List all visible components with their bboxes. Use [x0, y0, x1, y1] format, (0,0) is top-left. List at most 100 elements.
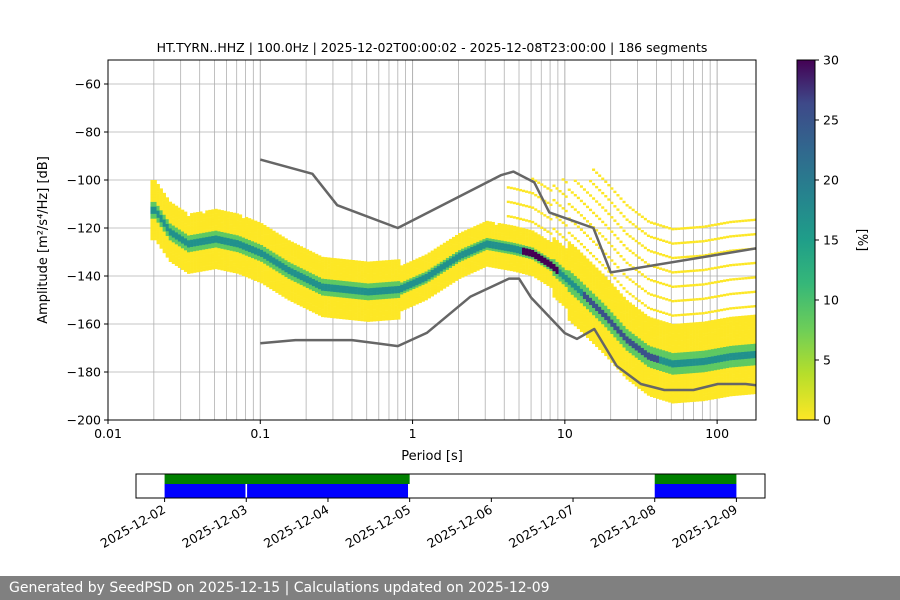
- psd-cell: [311, 281, 316, 284]
- psd-cell: [229, 252, 233, 256]
- psd-cell: [214, 223, 218, 226]
- psd-cell: [321, 288, 325, 291]
- psd-cell: [427, 290, 431, 294]
- psd-cell: [503, 228, 508, 232]
- psd-cell: [464, 242, 468, 245]
- psd-cell: [656, 369, 660, 373]
- psd-cell: [674, 395, 678, 399]
- psd-cell: [156, 198, 160, 202]
- psd-cell: [284, 245, 288, 249]
- psd-cell: [674, 378, 678, 382]
- psd-cell: [506, 253, 511, 257]
- psd-cell: [190, 222, 194, 226]
- psd-cell: [162, 207, 166, 210]
- psd-cell: [375, 260, 380, 264]
- psd-cell: [540, 277, 544, 280]
- psd-cell: [308, 277, 313, 280]
- psd-cell: [689, 365, 693, 369]
- psd-cell: [576, 314, 581, 318]
- psd-cell: [555, 259, 559, 262]
- psd-cell: [159, 229, 163, 232]
- psd-cell: [177, 222, 182, 225]
- psd-cell: [531, 192, 535, 195]
- psd-cell: [549, 277, 553, 281]
- psd-cell: [695, 358, 699, 361]
- psd-cell: [153, 206, 157, 210]
- psd-cell: [357, 291, 361, 295]
- psd-cell: [662, 376, 666, 380]
- psd-cell: [613, 291, 617, 295]
- psd-cell: [183, 250, 188, 253]
- psd-cell: [247, 273, 252, 277]
- psd-cell: [646, 378, 651, 382]
- psd-cell: [311, 271, 316, 275]
- psd-cell: [503, 252, 508, 256]
- psd-cell: [592, 269, 596, 273]
- psd-cell: [357, 270, 361, 273]
- psd-cell: [668, 330, 672, 333]
- psd-cell: [488, 230, 492, 234]
- psd-cell: [336, 277, 340, 281]
- psd-cell: [503, 231, 508, 235]
- psd-cell: [622, 351, 626, 355]
- psd-cell: [205, 239, 209, 242]
- psd-cell: [692, 298, 696, 301]
- psd-cell: [592, 338, 596, 342]
- psd-cell: [616, 302, 620, 305]
- psd-cell: [689, 358, 693, 362]
- psd-cell: [211, 226, 215, 229]
- psd-cell: [537, 251, 541, 254]
- psd-cell: [260, 227, 264, 231]
- psd-cell: [671, 335, 675, 339]
- psd-cell: [625, 304, 629, 308]
- psd-cell: [473, 242, 477, 246]
- psd-cell: [445, 262, 450, 266]
- psd-cell: [266, 250, 270, 254]
- psd-cell: [552, 254, 556, 257]
- psd-cell: [631, 350, 636, 353]
- psd-cell: [199, 252, 203, 255]
- psd-cell: [232, 243, 237, 247]
- psd-cell: [171, 261, 176, 264]
- psd-cell: [686, 373, 690, 376]
- psd-cell: [247, 261, 252, 265]
- psd-cell: [229, 219, 233, 222]
- psd-cell: [567, 315, 572, 319]
- psd-cell: [162, 224, 166, 227]
- psd-cell: [342, 273, 346, 277]
- psd-cell: [662, 282, 666, 286]
- psd-cell: [616, 350, 620, 353]
- psd-cell: [150, 208, 154, 212]
- psd-cell: [686, 327, 690, 331]
- psd-cell: [357, 282, 361, 285]
- psd-cell: [397, 278, 401, 282]
- psd-cell: [683, 325, 687, 329]
- psd-cell: [241, 239, 246, 243]
- psd-cell: [427, 274, 431, 277]
- psd-cell: [162, 216, 166, 220]
- psd-cell: [689, 392, 693, 395]
- psd-cell: [677, 335, 681, 339]
- psd-cell: [659, 325, 663, 328]
- psd-cell: [360, 270, 364, 274]
- psd-cell: [637, 338, 642, 341]
- psd-cell: [604, 278, 608, 282]
- psd-cell: [406, 267, 410, 271]
- psd-cell: [375, 296, 380, 300]
- psd-cell: [345, 297, 349, 301]
- psd-cell: [400, 308, 404, 312]
- psd-cell: [646, 277, 650, 281]
- psd-cell: [345, 290, 349, 294]
- psd-cell: [226, 261, 230, 265]
- psd-cell: [193, 243, 197, 247]
- psd-cell: [220, 214, 224, 218]
- psd-cell: [418, 273, 422, 277]
- psd-cell: [579, 242, 583, 246]
- psd-cell: [506, 234, 511, 237]
- psd-cell: [622, 320, 626, 324]
- psd-cell: [579, 300, 584, 304]
- psd-cell: [576, 297, 581, 301]
- psd-cell: [601, 285, 605, 289]
- psd-cell: [616, 328, 620, 332]
- psd-cell: [406, 262, 410, 266]
